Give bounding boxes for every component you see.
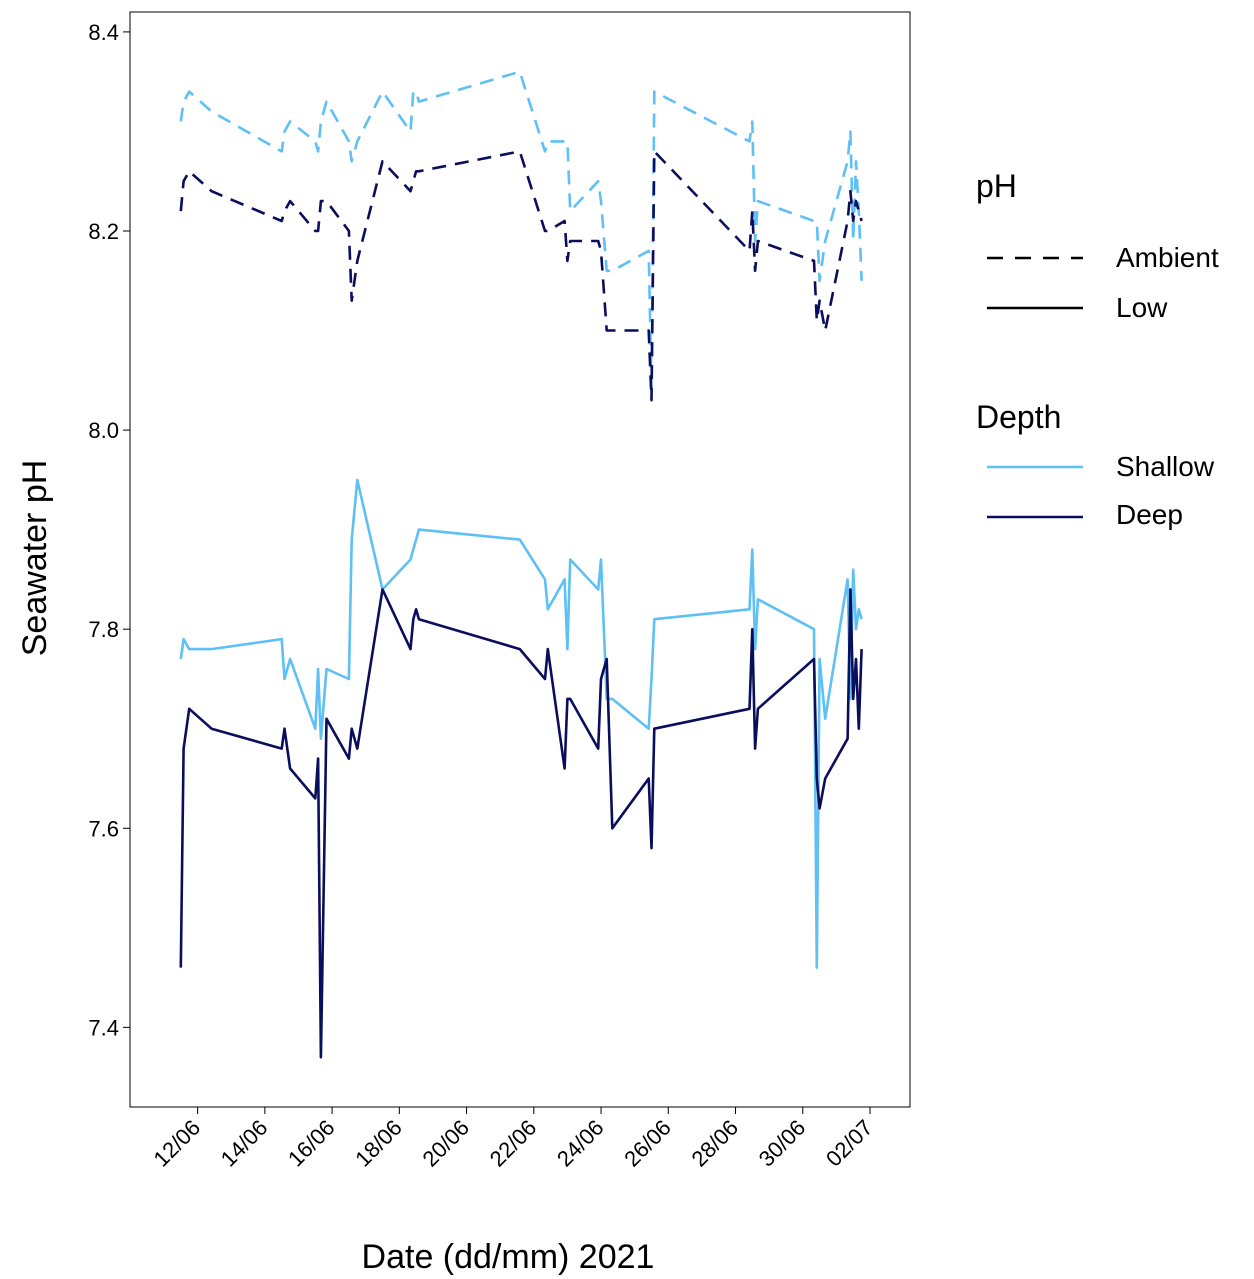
legend-label-deep: Deep — [1116, 499, 1183, 530]
legend-title-ph: pH — [976, 168, 1017, 204]
x-tick-label: 14/06 — [216, 1115, 273, 1172]
y-tick-label: 7.8 — [88, 617, 119, 642]
x-axis-title: Date (dd/mm) 2021 — [362, 1238, 655, 1276]
x-tick-label: 24/06 — [552, 1115, 609, 1172]
series-line-ambient-deep — [179, 150, 863, 402]
x-tick-label: 30/06 — [754, 1115, 811, 1172]
series-line-low-shallow — [179, 478, 863, 969]
x-tick-label: 02/07 — [821, 1115, 878, 1172]
y-axis-ticks: 7.4 7.6 7.8 8.0 8.2 8.4 — [88, 20, 130, 1040]
series-line-ambient-shallow — [179, 70, 863, 392]
series-layer — [179, 70, 863, 1059]
legend: pH Ambient Low Depth Shallow Deep — [976, 168, 1219, 530]
legend-label-low: Low — [1116, 292, 1168, 323]
plot-panel — [129, 11, 911, 1108]
series-line-low-deep — [179, 588, 863, 1059]
y-tick-label: 7.4 — [88, 1015, 119, 1040]
y-tick-label: 8.4 — [88, 20, 119, 45]
y-tick-label: 7.6 — [88, 816, 119, 841]
x-tick-label: 18/06 — [350, 1115, 407, 1172]
x-axis-ticks: 12/06 14/06 16/06 18/06 20/06 22/06 24/06 26/06… — [149, 1107, 878, 1171]
x-tick-label: 16/06 — [283, 1115, 340, 1172]
y-tick-label: 8.0 — [88, 418, 119, 443]
legend-label-ambient: Ambient — [1116, 242, 1219, 273]
y-tick-label: 8.2 — [88, 219, 119, 244]
x-tick-label: 12/06 — [149, 1115, 206, 1172]
legend-title-depth: Depth — [976, 399, 1061, 435]
x-tick-label: 22/06 — [485, 1115, 542, 1172]
x-tick-label: 28/06 — [686, 1115, 743, 1172]
x-tick-label: 20/06 — [417, 1115, 474, 1172]
x-tick-label: 26/06 — [619, 1115, 676, 1172]
y-axis-title: Seawater pH — [16, 460, 54, 657]
legend-label-shallow: Shallow — [1116, 451, 1215, 482]
